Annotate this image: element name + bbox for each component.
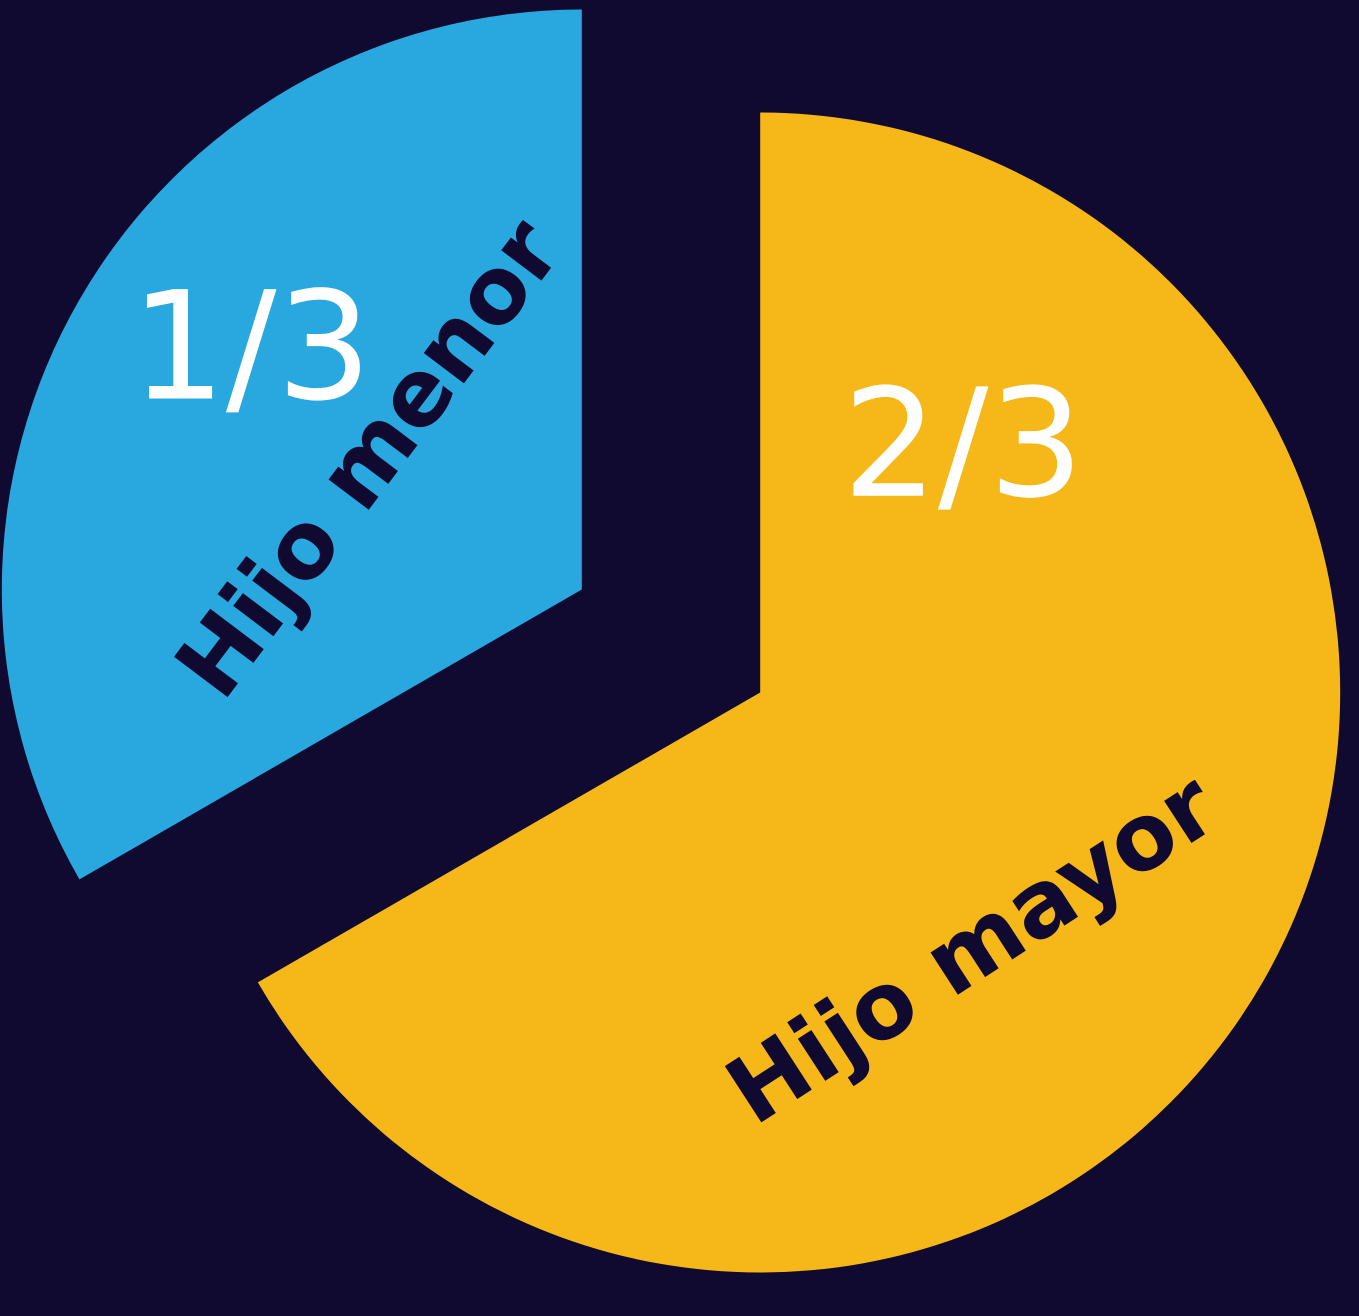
value-label: 2/3 — [842, 358, 1083, 532]
value-label: 1/3 — [131, 260, 372, 434]
pie-slice — [1, 9, 582, 880]
pie-slice — [257, 112, 1341, 1273]
